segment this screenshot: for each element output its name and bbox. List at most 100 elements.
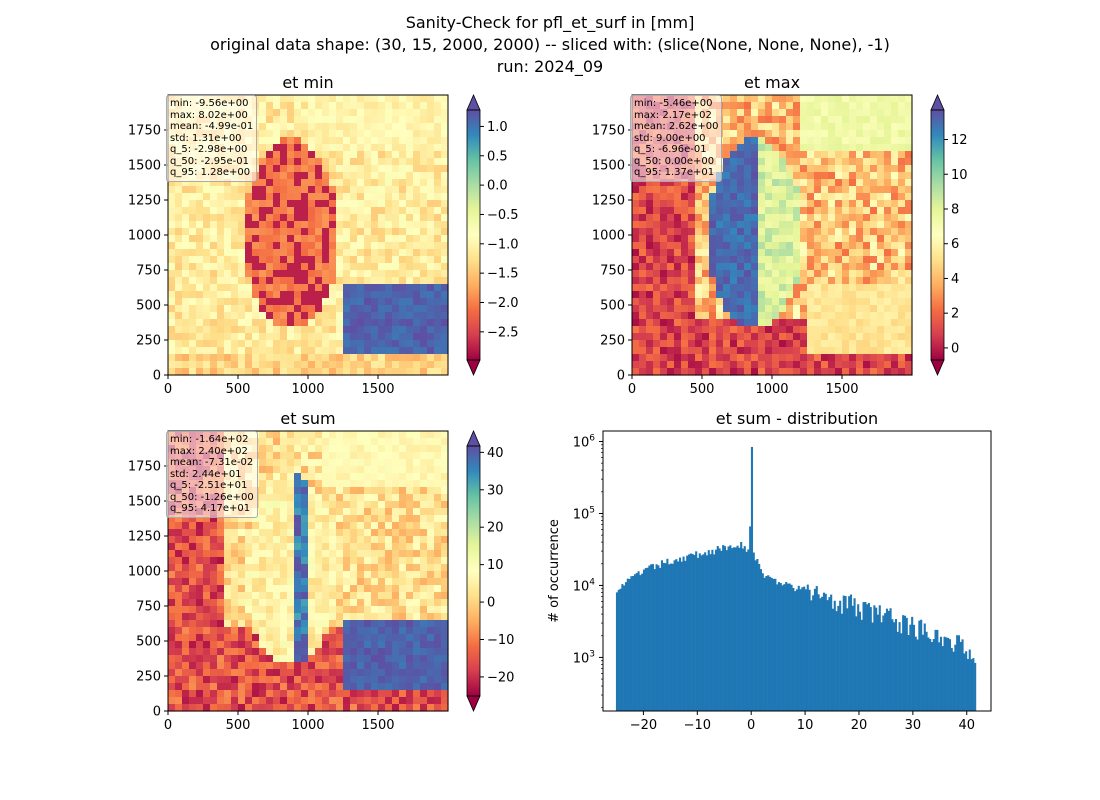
heatmap-cell: [653, 326, 661, 334]
heatmap-cell: [371, 578, 379, 586]
heatmap-cell: [168, 683, 176, 691]
heatmap-cell: [751, 137, 759, 145]
y-tick-label-et-max: 0: [617, 369, 625, 384]
heatmap-cell: [196, 242, 204, 250]
heatmap-cell: [779, 305, 787, 313]
heatmap-cell: [800, 221, 808, 229]
heatmap-cell: [898, 312, 906, 320]
heatmap-cell: [730, 319, 738, 327]
heatmap-cell: [224, 312, 232, 320]
heatmap-cell: [392, 151, 400, 159]
heatmap-cell: [730, 123, 738, 131]
heatmap-cell: [371, 228, 379, 236]
heatmap-cell: [336, 228, 344, 236]
heatmap-cell: [406, 536, 414, 544]
heatmap-cell: [238, 543, 246, 551]
heatmap-cell: [434, 515, 442, 523]
heatmap-cell: [730, 109, 738, 117]
heatmap-cell: [203, 256, 211, 264]
heatmap-cell: [898, 144, 906, 152]
heatmap-cell: [196, 200, 204, 208]
heatmap-cell: [364, 501, 372, 509]
colorbar-tick-label: −10: [487, 633, 514, 648]
heatmap-cell: [294, 697, 302, 705]
heatmap-cell: [730, 312, 738, 320]
histogram-bar: [682, 556, 685, 711]
histogram-bar: [651, 564, 655, 711]
heatmap-cell: [224, 305, 232, 313]
heatmap-cell: [238, 179, 246, 187]
heatmap-cell: [343, 648, 351, 656]
histogram-bars: [615, 446, 977, 711]
heatmap-cell: [322, 648, 330, 656]
colorbar-tick-label: −1.5: [487, 267, 519, 282]
heatmap-cell: [751, 235, 759, 243]
heatmap-cell: [203, 627, 211, 635]
heatmap-cell: [189, 354, 197, 362]
heatmap-cell: [891, 256, 899, 264]
heatmap-cell: [189, 606, 197, 614]
heatmap-cell: [168, 361, 176, 369]
heatmap-cell: [343, 291, 351, 299]
heatmap-cell: [322, 249, 330, 257]
heatmap-cell: [891, 200, 899, 208]
heatmap-cell: [856, 305, 864, 313]
heatmap-cell: [322, 284, 330, 292]
heatmap-cell: [870, 221, 878, 229]
heatmap-cell: [723, 368, 731, 376]
heatmap-cell: [259, 683, 267, 691]
heatmap-cell: [427, 648, 435, 656]
heatmap-cell: [905, 270, 913, 278]
heatmap-cell: [828, 123, 836, 131]
heatmap-cell: [343, 557, 351, 565]
heatmap-cell: [238, 333, 246, 341]
heatmap-cell: [709, 193, 717, 201]
heatmap-cell: [632, 326, 640, 334]
heatmap-cell: [420, 95, 428, 103]
heatmap-cell: [301, 522, 309, 530]
heatmap-cell: [392, 627, 400, 635]
heatmap-cell: [294, 452, 302, 460]
heatmap-cell: [441, 592, 449, 600]
heatmap-cell: [765, 151, 773, 159]
heatmap-cell: [301, 452, 309, 460]
heatmap-cell: [695, 284, 703, 292]
heatmap-cell: [765, 165, 773, 173]
heatmap-cell: [371, 158, 379, 166]
heatmap-cell: [667, 242, 675, 250]
heatmap-cell: [217, 277, 225, 285]
heatmap-cell: [835, 102, 843, 110]
heatmap-cell: [681, 256, 689, 264]
heatmap-cell: [800, 235, 808, 243]
heatmap-cell: [357, 158, 365, 166]
heatmap-cell: [315, 256, 323, 264]
heatmap-cell: [870, 361, 878, 369]
heatmap-cell: [441, 655, 449, 663]
heatmap-cell: [716, 312, 724, 320]
heatmap-cell: [301, 459, 309, 467]
heatmap-cell: [751, 179, 759, 187]
heatmap-cell: [175, 305, 183, 313]
heatmap-cell: [737, 319, 745, 327]
heatmap-cell: [203, 529, 211, 537]
heatmap-cell: [266, 221, 274, 229]
heatmap-cell: [441, 340, 449, 348]
heatmap-cell: [322, 606, 330, 614]
heatmap-cell: [280, 704, 288, 712]
heatmap-cell: [702, 298, 710, 306]
heatmap-cell: [315, 620, 323, 628]
heatmap-cell: [245, 298, 253, 306]
heatmap-cell: [364, 578, 372, 586]
heatmap-cell: [406, 235, 414, 243]
heatmap-cell: [301, 228, 309, 236]
heatmap-cell: [420, 214, 428, 222]
heatmap-cell: [315, 515, 323, 523]
heatmap-cell: [413, 249, 421, 257]
heatmap-cell: [758, 326, 766, 334]
heatmap-cell: [392, 676, 400, 684]
heatmap-cell: [245, 214, 253, 222]
heatmap-cell: [357, 480, 365, 488]
heatmap-cell: [245, 676, 253, 684]
heatmap-cell: [329, 340, 337, 348]
heatmap-cell: [231, 298, 239, 306]
